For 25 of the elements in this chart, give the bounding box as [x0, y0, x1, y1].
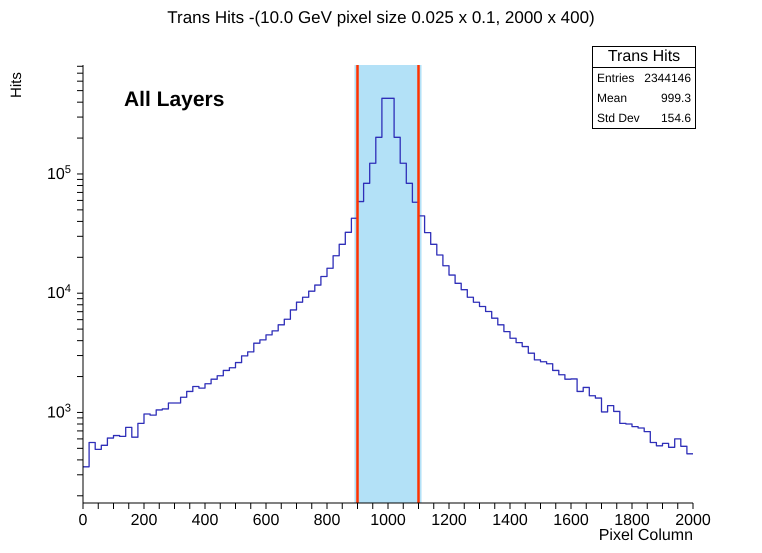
x-tick-label: 1600	[553, 512, 589, 529]
x-axis-title: Pixel Column	[598, 527, 693, 545]
annotation: Entries	[597, 71, 634, 85]
annotation: 999.3	[660, 91, 691, 105]
x-tick-label: 0	[78, 512, 88, 529]
x-tick-label: 200	[130, 512, 158, 529]
annotation: 154.6	[660, 111, 691, 125]
x-tick-label: 400	[192, 512, 218, 529]
annotation: All Layers	[124, 88, 224, 112]
x-tick-label: 600	[252, 512, 280, 529]
y-tick-label: 10$^{4}$	[46, 283, 71, 302]
annotation: 2344146	[644, 71, 691, 85]
x-tick-label: 1400	[492, 512, 528, 529]
y-axis-title: Hits	[8, 72, 25, 98]
y-tick-label: 10$^{3}$	[46, 402, 71, 422]
x-tick-label: 2000	[675, 512, 711, 529]
chart-title: Trans Hits -(10.0 GeV pixel size 0.025 x 0.1, 2000 x 400)	[166, 8, 596, 28]
x-tick-label: 1800	[614, 512, 650, 529]
x-tick-label: 800	[314, 512, 340, 529]
x-tick-label: 1200	[431, 512, 467, 529]
annotation: Std Dev	[597, 111, 640, 125]
text: Trans Hits	[593, 47, 695, 68]
annotation: Mean	[597, 91, 628, 105]
x-tick-label: 1000	[370, 512, 406, 529]
y-tick-label: 10$^{5}$	[46, 164, 71, 183]
